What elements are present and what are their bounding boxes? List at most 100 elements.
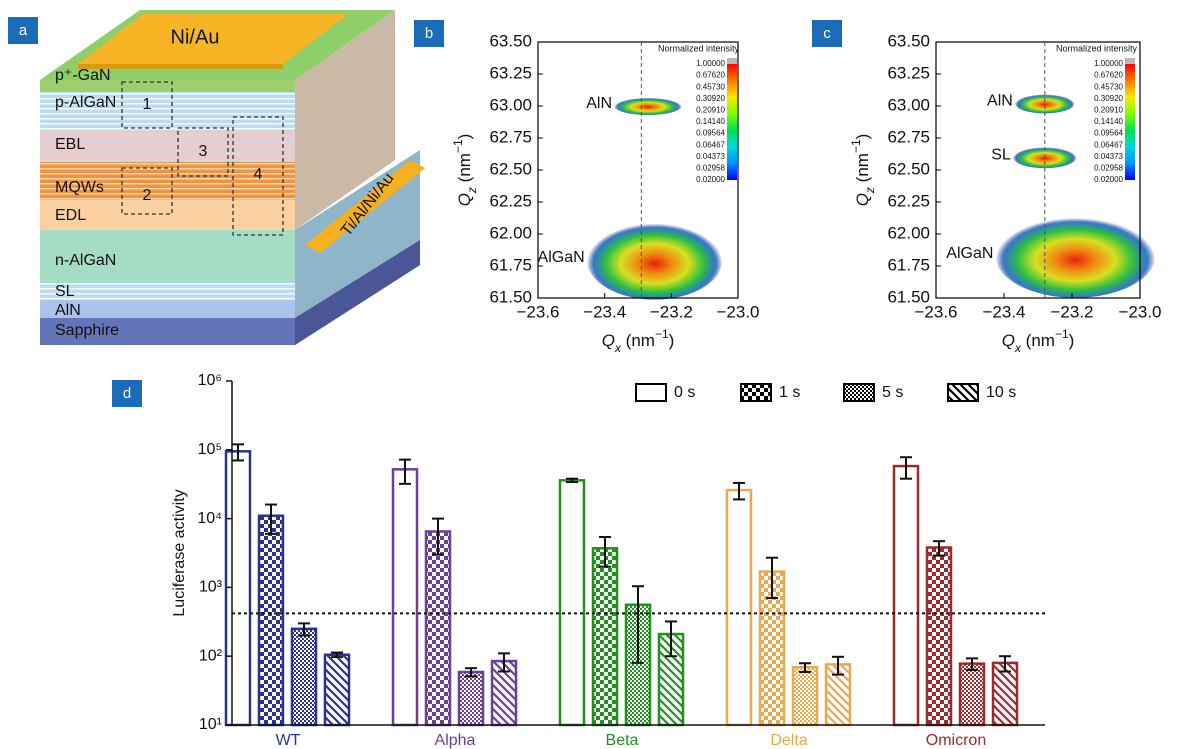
colorbar-cap — [1125, 58, 1135, 64]
legend-label: 0 s — [674, 384, 695, 401]
colorbar — [727, 64, 737, 180]
device-diagram: Ni/Au p⁺-GaN p-AlGaN EBL MQWs EDL n-AlGa… — [40, 10, 425, 345]
colorbar-tick-label: 0.04373 — [696, 152, 725, 161]
y-tick-label: 62.75 — [887, 127, 930, 146]
legend-swatch — [741, 384, 771, 401]
y-tick-label: 62.25 — [887, 191, 930, 210]
axis-label-part: ) — [669, 331, 675, 350]
colorbar-title: Normalized intensity — [658, 43, 740, 53]
x-tick-label: Alpha — [435, 732, 476, 749]
colorbar-tick-label: 0.02958 — [696, 164, 725, 173]
y-tick-label: 10⁴ — [197, 510, 222, 527]
y-tick-label: 10² — [199, 647, 223, 664]
region-number: 4 — [254, 166, 263, 183]
axis-label-part: Q — [455, 193, 474, 206]
region-number: 3 — [199, 143, 208, 160]
axis-label-part: −1 — [655, 327, 669, 341]
colorbar-tick-label: 0.09564 — [696, 129, 725, 138]
axis-label: Qz (nm−1) — [849, 134, 877, 207]
colorbar-tick-label: 0.30920 — [696, 94, 725, 103]
x-tick-label: −23.2 — [650, 302, 693, 321]
bar — [727, 490, 751, 725]
layer-label: p⁺-GaN — [55, 67, 111, 84]
axis-label-part: Q — [853, 193, 872, 206]
y-tick-label: 62.00 — [489, 223, 532, 242]
y-tick-label: 62.75 — [489, 127, 532, 146]
axis-label-part: (nm — [455, 153, 474, 187]
axis-label: Qx (nm−1) — [1002, 327, 1075, 355]
colorbar-tick-label: 0.06467 — [1094, 140, 1123, 149]
x-tick-label: −23.2 — [1050, 302, 1093, 321]
y-tick-label: 62.50 — [887, 159, 930, 178]
colorbar-tick-label: 0.14140 — [1094, 117, 1123, 126]
peak-label: AlGaN — [946, 245, 993, 262]
x-tick-label: WT — [276, 732, 301, 749]
legend-label: 1 s — [779, 384, 800, 401]
bar — [292, 629, 316, 725]
legend-label: 10 s — [986, 384, 1016, 401]
axis-label: Qx (nm−1) — [602, 327, 675, 355]
x-tick-label: Omicron — [926, 732, 986, 749]
x-tick-label: −23.0 — [716, 302, 759, 321]
colorbar-tick-label: 0.30920 — [1094, 94, 1123, 103]
y-tick-label: 63.00 — [887, 95, 930, 114]
y-tick-label: 61.75 — [887, 255, 930, 274]
panel-label: b — [425, 25, 433, 42]
y-tick-label: 62.25 — [489, 191, 532, 210]
bar — [393, 469, 417, 725]
panel-label: d — [123, 385, 131, 402]
layer-label: SL — [55, 283, 75, 300]
colorbar-tick-label: 0.02000 — [696, 175, 725, 184]
axis-label-part: (nm — [1021, 331, 1055, 350]
axis-label-part: ) — [455, 134, 474, 140]
colorbar-tick-label: 0.14140 — [696, 117, 725, 126]
y-tick-label: 10⁶ — [198, 372, 222, 389]
panel-label: a — [19, 22, 28, 39]
bar — [927, 548, 951, 725]
colorbar-tick-label: 0.45730 — [1094, 82, 1123, 91]
layer-label: p-AlGaN — [55, 94, 116, 111]
region-number: 1 — [143, 96, 152, 113]
region-number: 2 — [143, 187, 152, 204]
axis-label-part: ) — [853, 134, 872, 140]
bar — [960, 664, 984, 725]
y-tick-label: 63.00 — [489, 95, 532, 114]
colorbar-tick-label: 0.06467 — [696, 140, 725, 149]
peak-label: AlGaN — [538, 249, 585, 266]
colorbar-tick-label: 0.02000 — [1094, 175, 1123, 184]
y-tick-label: 61.50 — [887, 287, 930, 306]
bar — [593, 548, 617, 725]
top-contact: Ni/Au — [171, 26, 220, 48]
legend-swatch — [636, 384, 666, 401]
axis-label-part: ) — [1069, 331, 1075, 350]
colorbar-tick-label: 0.45730 — [696, 82, 725, 91]
layer-label: Sapphire — [55, 322, 119, 339]
y-tick-label: 63.50 — [489, 31, 532, 50]
colorbar-tick-label: 0.04373 — [1094, 152, 1123, 161]
figure: Ni/Au p⁺-GaN p-AlGaN EBL MQWs EDL n-AlGa… — [0, 0, 1188, 749]
peak-label: AlN — [987, 93, 1013, 110]
legend-label: 5 s — [882, 384, 903, 401]
legend-swatch — [844, 384, 874, 401]
axis-label-part: z — [465, 187, 479, 194]
intensity-peak — [614, 97, 682, 115]
y-tick-label: 10⁵ — [198, 441, 222, 458]
intensity-peak — [995, 214, 1155, 298]
y-tick-label: 63.25 — [887, 63, 930, 82]
x-tick-label: −23.4 — [982, 302, 1025, 321]
colorbar-tick-label: 0.67620 — [696, 71, 725, 80]
layer-label: AlN — [55, 302, 81, 319]
bar — [259, 516, 283, 725]
y-tick-label: 63.25 — [489, 63, 532, 82]
layer-label: EDL — [55, 207, 86, 224]
axis-label-part: z — [863, 187, 877, 194]
bar — [793, 667, 817, 725]
bar — [459, 672, 483, 725]
y-tick-label: 10³ — [199, 579, 223, 596]
y-tick-label: 10¹ — [199, 716, 222, 733]
y-tick-label: 61.75 — [489, 255, 532, 274]
layer-label: n-AlGaN — [55, 252, 116, 269]
axis-label-part: Q — [1002, 331, 1015, 350]
x-tick-label: Beta — [606, 732, 639, 749]
y-tick-label: 61.50 — [489, 287, 532, 306]
